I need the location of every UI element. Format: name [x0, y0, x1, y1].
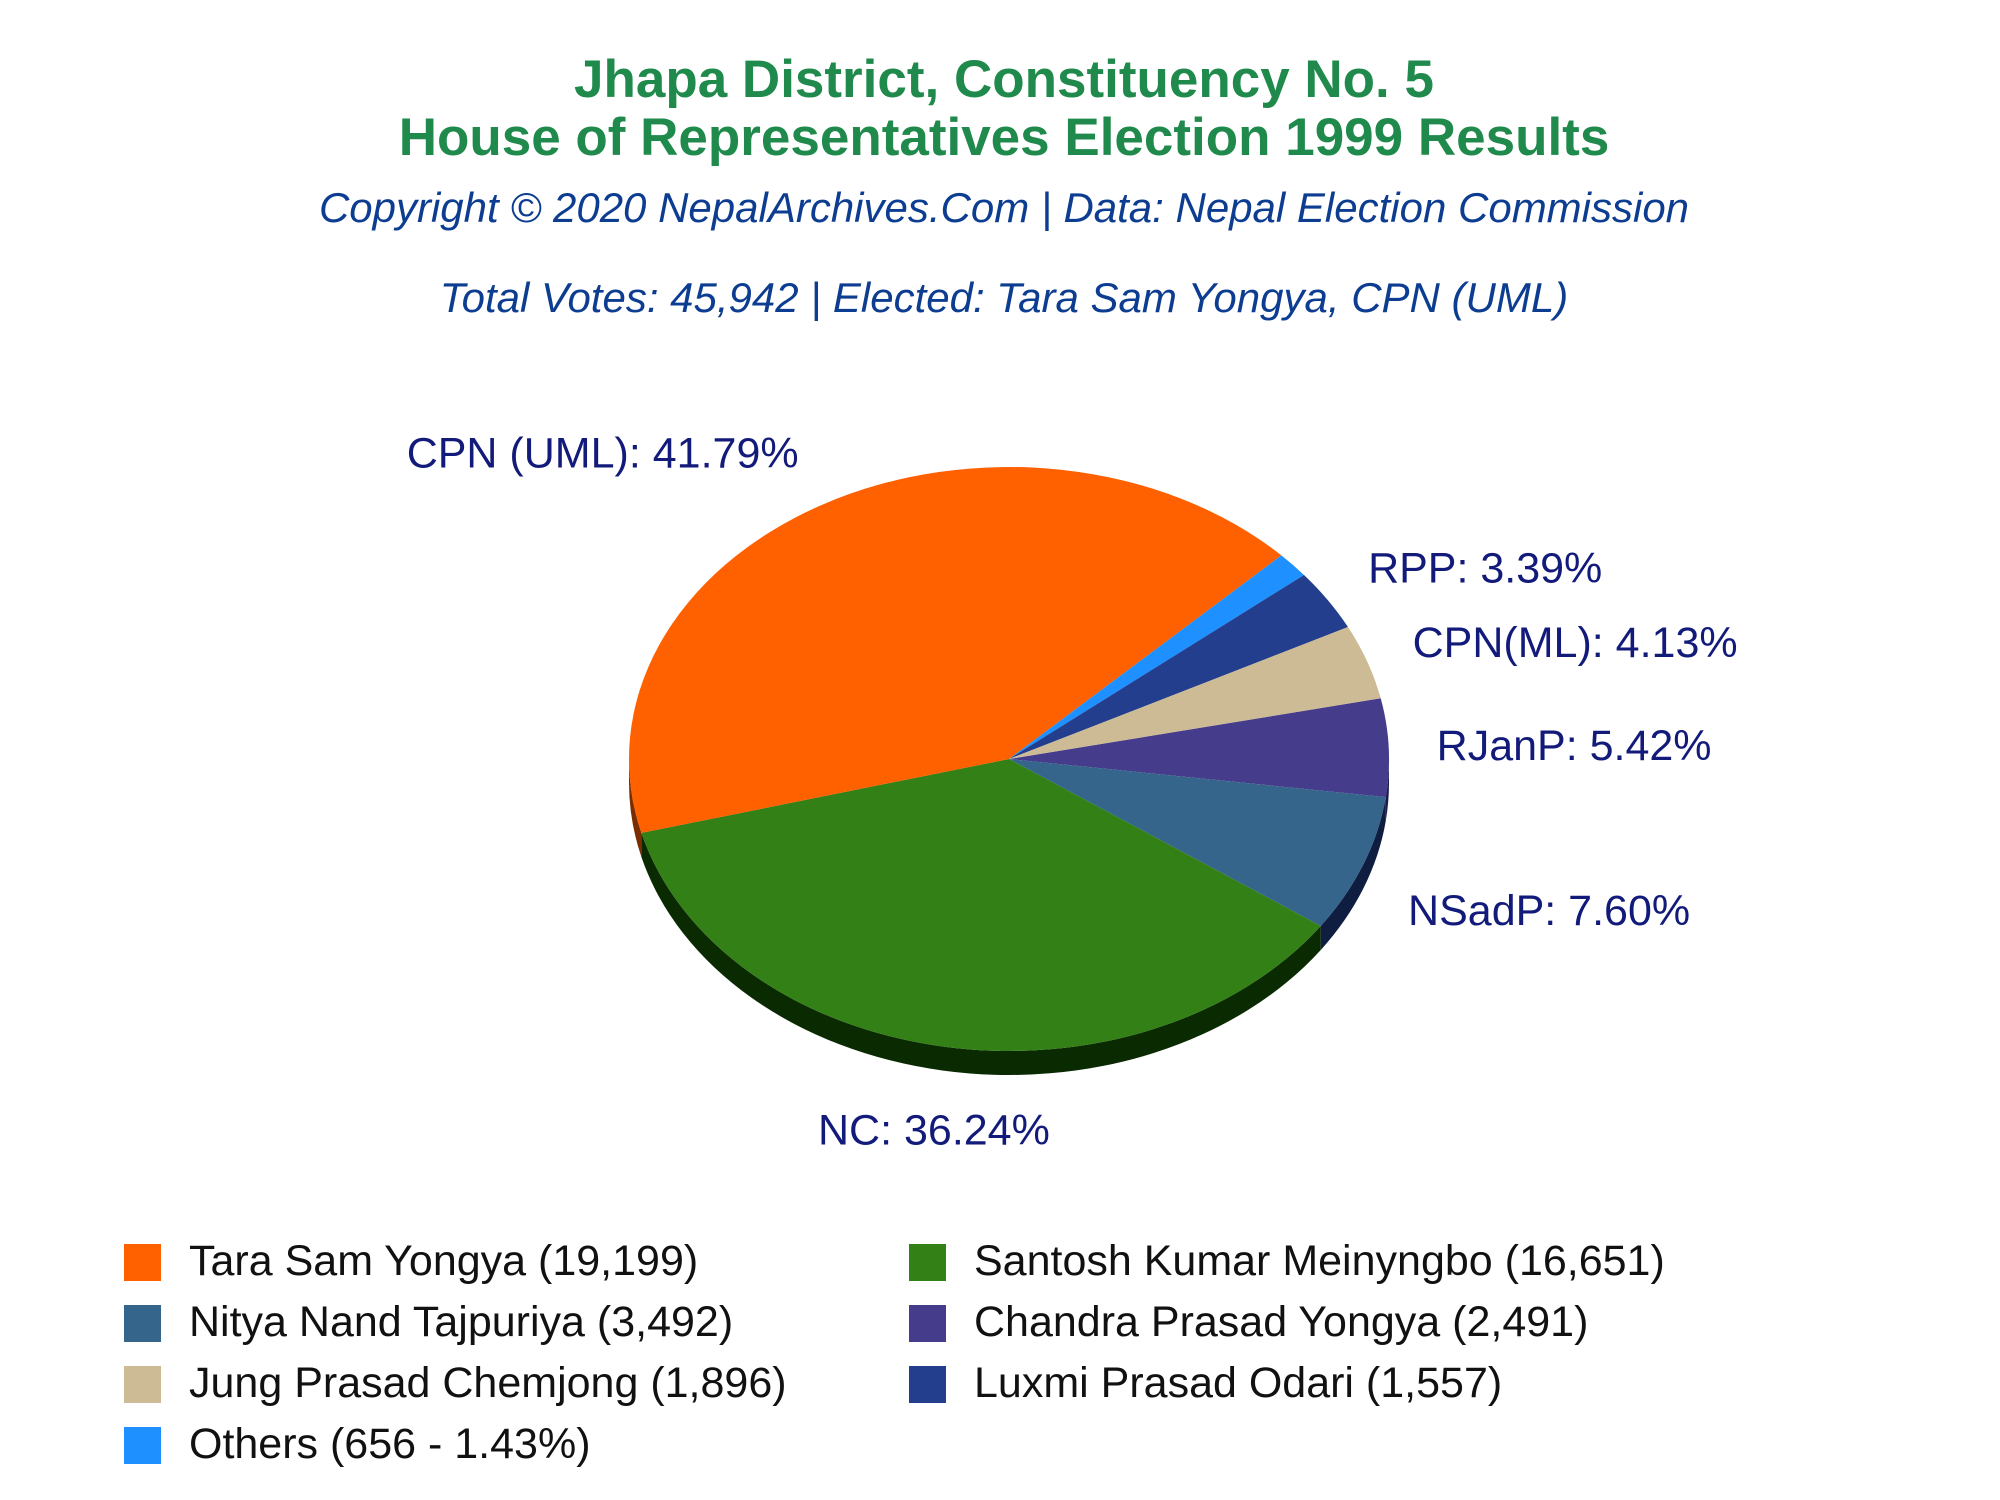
legend-swatch	[124, 1305, 161, 1342]
pie-side-nsadp	[1320, 797, 1386, 950]
pie-slice-nsadp	[1009, 759, 1386, 926]
slice-label-rjanp: RJanP: 5.42%	[1437, 722, 1712, 770]
legend-item-label: Chandra Prasad Yongya (2,491)	[974, 1298, 1588, 1346]
legend-swatch	[909, 1366, 946, 1403]
chart-title-line2: House of Representatives Election 1999 R…	[399, 108, 1610, 167]
pie-slices	[629, 467, 1389, 1051]
summary-text: Total Votes: 45,942 | Elected: Tara Sam …	[440, 274, 1568, 322]
pie-3d-sides	[629, 759, 1389, 1075]
legend-item-label: Tara Sam Yongya (19,199)	[189, 1237, 698, 1285]
slice-label-cpn-uml: CPN (UML): 41.79%	[407, 429, 799, 477]
legend-item-label: Jung Prasad Chemjong (1,896)	[189, 1359, 787, 1407]
chart-title-line1: Jhapa District, Constituency No. 5	[574, 50, 1434, 109]
pie-slice-rpp	[1009, 574, 1348, 759]
slice-labels: RJanP: 5.42% NSadP: 7.60% NC: 36.24% CPN (U…	[407, 429, 1738, 1154]
pie-slice-others	[1009, 555, 1305, 759]
legend-swatch	[124, 1244, 161, 1281]
legend: Tara Sam Yongya (19,199) Nitya Nand Tajpu…	[124, 1237, 1665, 1468]
pie-slice-cpn-ml	[1009, 627, 1381, 759]
slice-label-rpp: RPP: 3.39%	[1368, 544, 1602, 592]
legend-item-label: Others (656 - 1.43%)	[189, 1420, 591, 1468]
slice-label-cpn-ml: CPN(ML): 4.13%	[1413, 619, 1738, 667]
slice-label-nc: NC: 36.24%	[818, 1107, 1050, 1155]
legend-swatch	[909, 1244, 946, 1281]
pie-side-cpn-uml	[629, 759, 642, 857]
legend-item-label: Santosh Kumar Meinyngbo (16,651)	[974, 1237, 1665, 1285]
legend-item-label: Luxmi Prasad Odari (1,557)	[974, 1359, 1502, 1407]
pie-slice-nc	[641, 759, 1321, 1051]
pie-side-rjanp	[1385, 759, 1389, 822]
pie-side-nc	[641, 832, 1321, 1075]
legend-item-label: Nitya Nand Tajpuriya (3,492)	[189, 1298, 733, 1346]
legend-swatch	[909, 1305, 946, 1342]
legend-swatch	[124, 1427, 161, 1464]
copyright-text: Copyright © 2020 NepalArchives.Com | Dat…	[319, 184, 1689, 232]
slice-label-nsadp: NSadP: 7.60%	[1408, 887, 1690, 935]
legend-swatch	[124, 1366, 161, 1403]
pie-slice-cpn-uml	[629, 467, 1282, 833]
pie-slice-rjanp	[1009, 698, 1389, 798]
